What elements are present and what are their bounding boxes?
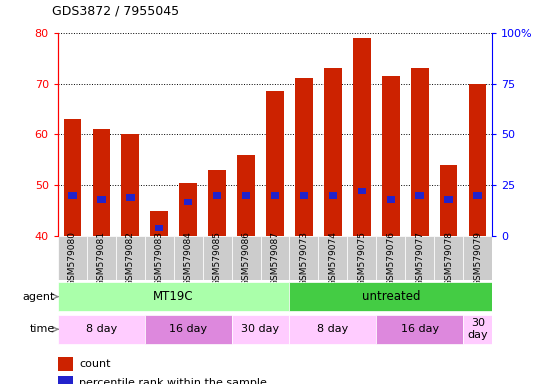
Text: GSM579081: GSM579081 <box>97 231 106 286</box>
Text: GDS3872 / 7955045: GDS3872 / 7955045 <box>52 4 179 17</box>
Bar <box>440 165 458 236</box>
Bar <box>184 199 192 205</box>
Text: 16 day: 16 day <box>401 324 439 334</box>
Bar <box>213 192 222 199</box>
Bar <box>64 119 81 236</box>
Bar <box>289 282 492 311</box>
Text: GSM579076: GSM579076 <box>386 231 395 286</box>
Bar <box>266 91 284 236</box>
Text: agent: agent <box>23 291 55 302</box>
Text: percentile rank within the sample: percentile rank within the sample <box>79 378 267 384</box>
Bar <box>97 197 106 203</box>
Text: GSM579086: GSM579086 <box>241 231 251 286</box>
Text: count: count <box>79 359 111 369</box>
Bar <box>238 155 255 236</box>
Text: 16 day: 16 day <box>169 324 207 334</box>
Bar <box>353 38 371 236</box>
Bar <box>444 197 453 203</box>
Bar <box>232 314 289 344</box>
Bar <box>415 192 424 199</box>
Text: 30
day: 30 day <box>468 318 488 340</box>
Text: 8 day: 8 day <box>317 324 349 334</box>
Bar <box>126 194 135 200</box>
Bar <box>174 236 202 280</box>
Text: GSM579085: GSM579085 <box>212 231 222 286</box>
Text: time: time <box>30 324 55 334</box>
Bar <box>434 236 463 280</box>
Text: GSM579084: GSM579084 <box>184 231 192 286</box>
Bar <box>58 357 73 371</box>
Bar <box>382 76 399 236</box>
Bar <box>87 236 116 280</box>
Bar <box>463 236 492 280</box>
Bar <box>387 197 395 203</box>
Bar <box>151 211 168 236</box>
Bar <box>411 68 428 236</box>
Bar <box>300 192 309 199</box>
Bar <box>324 68 342 236</box>
Bar <box>295 78 312 236</box>
Bar <box>58 236 87 280</box>
Bar <box>405 236 434 280</box>
Bar <box>328 192 337 199</box>
Text: 8 day: 8 day <box>86 324 117 334</box>
Bar <box>58 376 73 384</box>
Bar <box>463 314 492 344</box>
Text: GSM579083: GSM579083 <box>155 231 164 286</box>
Text: GSM579080: GSM579080 <box>68 231 77 286</box>
Bar <box>348 236 376 280</box>
Bar <box>376 314 463 344</box>
Bar <box>58 282 289 311</box>
Text: GSM579079: GSM579079 <box>473 231 482 286</box>
Bar <box>145 236 174 280</box>
Bar <box>202 236 232 280</box>
Text: GSM579074: GSM579074 <box>328 231 338 286</box>
Text: GSM579078: GSM579078 <box>444 231 453 286</box>
Bar <box>376 236 405 280</box>
Bar <box>68 192 76 199</box>
Text: GSM579075: GSM579075 <box>358 231 366 286</box>
Bar <box>241 192 250 199</box>
Bar <box>358 188 366 194</box>
Text: GSM579073: GSM579073 <box>299 231 309 286</box>
Bar <box>116 236 145 280</box>
Bar <box>474 192 482 199</box>
Text: GSM579087: GSM579087 <box>271 231 279 286</box>
Text: MT19C: MT19C <box>153 290 194 303</box>
Bar <box>318 236 348 280</box>
Text: GSM579077: GSM579077 <box>415 231 425 286</box>
Bar <box>179 183 197 236</box>
Text: 30 day: 30 day <box>241 324 279 334</box>
Bar <box>92 129 110 236</box>
Bar <box>155 225 163 231</box>
Bar <box>208 170 225 236</box>
Bar <box>145 314 232 344</box>
Bar <box>289 236 318 280</box>
Text: GSM579082: GSM579082 <box>125 231 135 286</box>
Bar <box>469 83 486 236</box>
Bar <box>271 192 279 199</box>
Bar <box>232 236 261 280</box>
Bar <box>58 314 145 344</box>
Bar <box>289 314 376 344</box>
Bar <box>122 134 139 236</box>
Bar <box>261 236 289 280</box>
Text: untreated: untreated <box>361 290 420 303</box>
